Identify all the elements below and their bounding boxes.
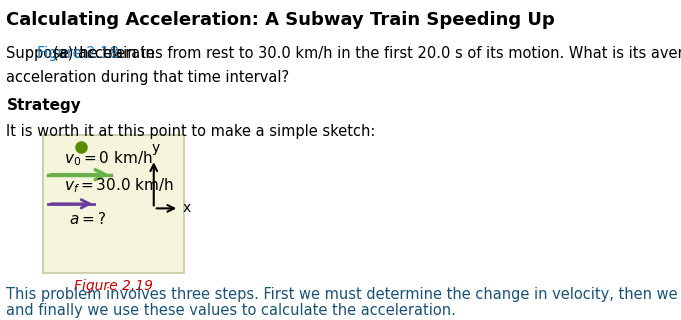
- Text: acceleration during that time interval?: acceleration during that time interval?: [6, 70, 289, 85]
- Text: Figure 2.18: Figure 2.18: [37, 46, 119, 61]
- Text: $v_f = 30.0$ km/h: $v_f = 30.0$ km/h: [63, 177, 174, 195]
- Text: This problem involves three steps. First we must determine the change in velocit: This problem involves three steps. First…: [6, 287, 681, 302]
- Text: x: x: [183, 201, 191, 215]
- Text: $v_0 = 0$ km/h: $v_0 = 0$ km/h: [63, 149, 153, 168]
- Text: It is worth it at this point to make a simple sketch:: It is worth it at this point to make a s…: [6, 124, 376, 139]
- Text: Strategy: Strategy: [6, 98, 81, 113]
- Text: Calculating Acceleration: A Subway Train Speeding Up: Calculating Acceleration: A Subway Train…: [6, 11, 555, 28]
- Text: $a = ?$: $a = ?$: [69, 211, 106, 227]
- Text: (a) accelerates from rest to 30.0 km/h in the first 20.0 s of its motion. What i: (a) accelerates from rest to 30.0 km/h i…: [53, 46, 681, 61]
- FancyBboxPatch shape: [44, 135, 185, 273]
- Text: y: y: [152, 141, 160, 155]
- Text: and finally we use these values to calculate the acceleration.: and finally we use these values to calcu…: [6, 302, 456, 317]
- Text: Figure 2.19: Figure 2.19: [74, 279, 153, 293]
- Text: Suppose the train in: Suppose the train in: [6, 46, 160, 61]
